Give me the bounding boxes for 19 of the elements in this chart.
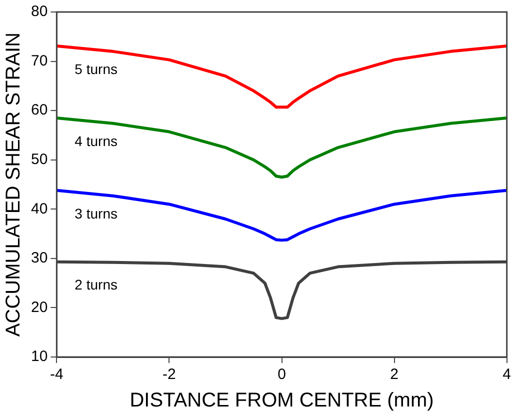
y-tick-label: 30 xyxy=(30,250,48,267)
x-tick-label: 0 xyxy=(278,366,286,384)
y-tick-label: 10 xyxy=(30,348,48,366)
y-tick-label: 70 xyxy=(30,52,48,70)
series-label: 5 turns xyxy=(74,60,118,77)
y-tick-label: 40 xyxy=(30,200,48,218)
x-tick-label: 2 xyxy=(390,366,398,384)
series-label: 3 turns xyxy=(74,205,118,222)
x-tick-label: -4 xyxy=(50,366,64,384)
x-axis-title: DISTANCE FROM CENTRE (mm) xyxy=(130,390,434,412)
series-label: 2 turns xyxy=(74,276,118,293)
x-tick-label: -2 xyxy=(162,366,176,384)
y-tick-label: 60 xyxy=(30,102,48,119)
x-tick-label: 4 xyxy=(502,366,511,384)
y-tick-label: 50 xyxy=(30,151,48,168)
y-tick-label: 20 xyxy=(30,298,48,316)
y-axis-title: ACCUMULATED SHEAR STRAIN xyxy=(2,32,25,337)
series-label: 4 turns xyxy=(74,132,118,149)
y-tick-label: 80 xyxy=(30,3,48,20)
